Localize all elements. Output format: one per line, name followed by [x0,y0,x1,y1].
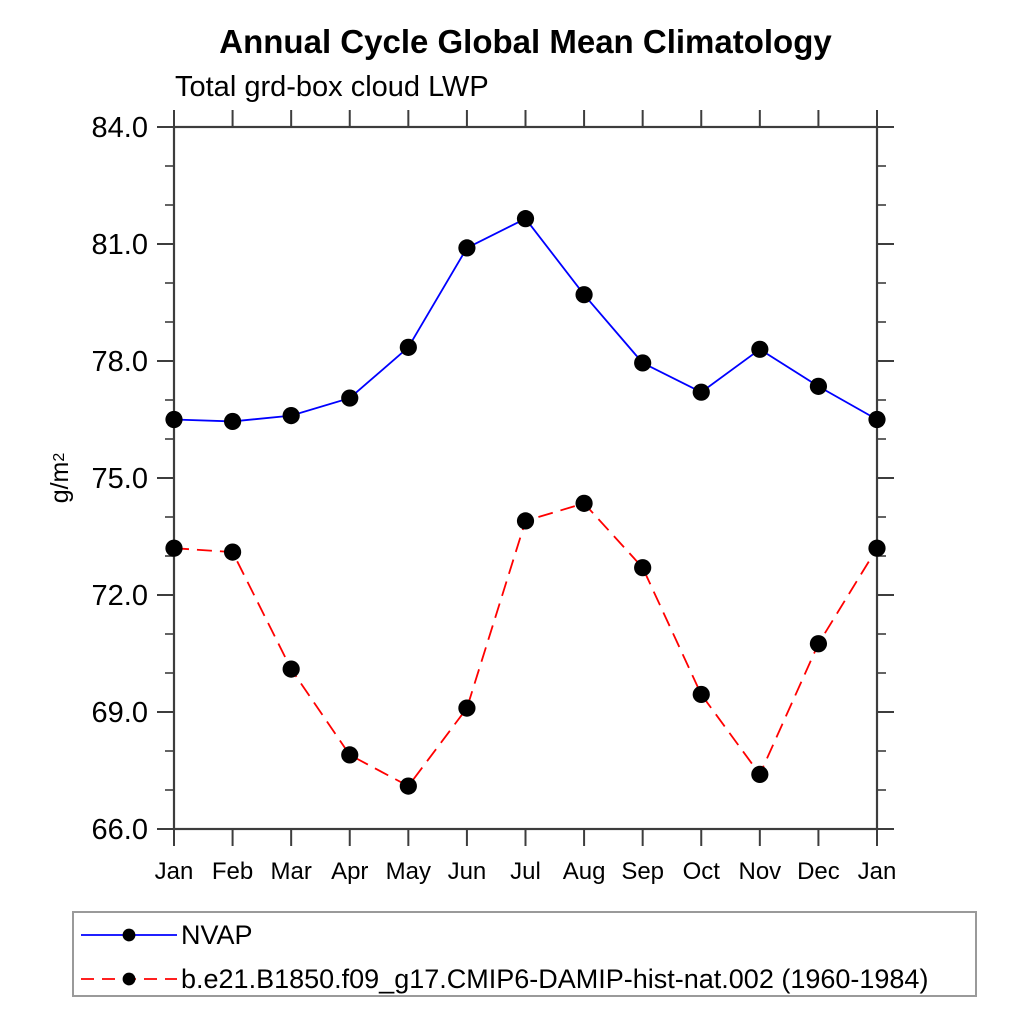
legend-item-nvap: NVAP [79,916,253,954]
data-point-marker [458,239,476,257]
y-tick-label: 66.0 [92,814,148,846]
x-tick-label: Dec [797,858,840,885]
data-point-marker [692,685,710,704]
chart-subtitle: Total grd-box cloud LWP [175,71,489,103]
legend-sample-line-solid [81,928,177,942]
data-point-marker [809,377,828,395]
y-tick-label: 72.0 [92,580,148,612]
x-tick-label: Oct [683,858,721,885]
data-point-marker [223,412,242,431]
data-point-marker [692,383,710,401]
x-tick-label: Sep [621,858,664,885]
x-tick-label: Mar [270,858,311,885]
data-point-marker [751,340,769,358]
data-point-marker [575,494,593,512]
y-tick-label: 84.0 [92,112,148,144]
data-point-marker [282,407,300,425]
x-tick-label: Feb [212,858,253,885]
chart-title: Annual Cycle Global Mean Climatology [219,23,832,60]
data-point-marker [575,286,593,304]
data-point-marker [516,210,535,228]
x-tick-label: May [386,858,431,885]
data-point-marker [341,746,359,764]
data-point-marker [399,338,417,356]
legend-item-model: b.e21.B1850.f09_g17.CMIP6-DAMIP-hist-nat… [79,960,928,998]
y-tick-label: 78.0 [92,346,148,378]
data-point-marker [458,699,476,717]
x-tick-label: Apr [331,858,368,885]
y-tick-label: 81.0 [92,229,148,261]
legend-label-model: b.e21.B1850.f09_g17.CMIP6-DAMIP-hist-nat… [181,963,929,994]
data-point-marker [751,765,769,784]
data-point-marker [223,543,242,561]
data-point-marker [868,410,886,429]
x-tick-label: Jan [858,858,897,885]
series-line-dashed [173,502,878,788]
legend-label-nvap: NVAP [181,919,253,950]
y-tick-label: 69.0 [92,697,148,729]
data-point-marker [516,512,535,530]
data-point-marker [165,410,183,429]
x-tick-label: Jan [155,858,194,885]
data-point-marker [165,539,183,557]
y-tick-label: 75.0 [92,463,148,495]
data-point-marker [399,777,417,795]
legend-sample-line-dashed [81,972,177,986]
data-point-marker [282,660,300,678]
x-tick-label: Aug [563,858,606,885]
x-tick-label: Jun [448,858,487,885]
legend: NVAP b.e21.B1850.f09_g17.CMIP6-DAMIP-his… [72,911,977,997]
data-point-marker [341,389,359,407]
x-tick-label: Nov [738,858,781,885]
data-point-marker [634,559,652,577]
series-line-solid [173,217,878,423]
data-point-marker [809,635,828,653]
data-point-marker [868,539,886,557]
data-point-marker [634,354,652,372]
x-tick-label: Jul [510,858,541,885]
